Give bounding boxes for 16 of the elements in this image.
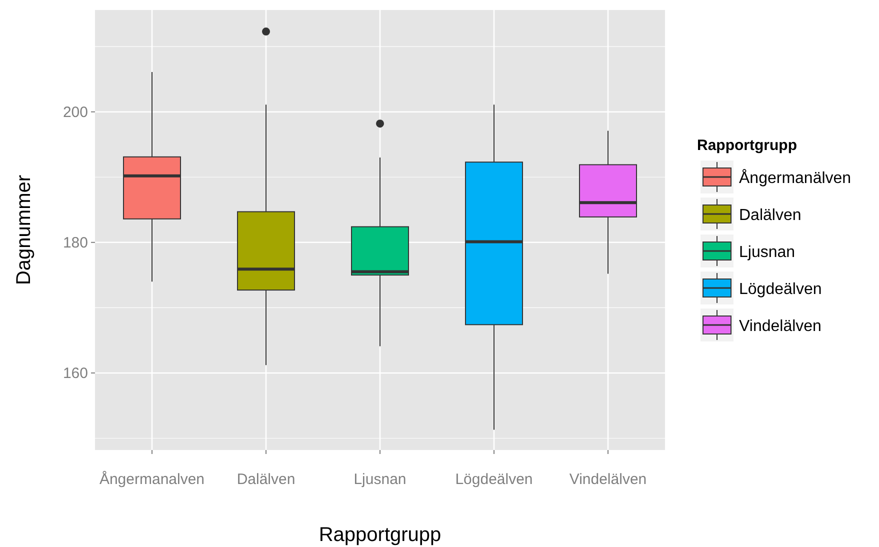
y-tick-label: 160 [62, 365, 88, 382]
legend-label: Ljusnan [739, 244, 796, 261]
y-axis-title: Dagnummer [13, 174, 35, 286]
x-tick-label: Vindelälven [569, 471, 647, 488]
legend-label: Dalälven [739, 207, 802, 224]
x-tick-label: Dalälven [236, 471, 296, 488]
y-tick-label: 180 [62, 234, 88, 252]
x-axis-title: Rapportgrupp [318, 524, 442, 546]
legend-label: Ångermanälven [739, 169, 852, 187]
legend-title: Rapportgrupp [697, 137, 797, 154]
x-tick-label: Ångermanalven [99, 470, 205, 488]
x-tick-label: Ljusnan [354, 471, 406, 488]
x-tick-label: Lögdeälven [455, 471, 533, 488]
legend-label: Vindelälven [739, 318, 822, 335]
legend-label: Lögdeälven [739, 281, 822, 298]
y-tick-label: 200 [62, 104, 88, 122]
